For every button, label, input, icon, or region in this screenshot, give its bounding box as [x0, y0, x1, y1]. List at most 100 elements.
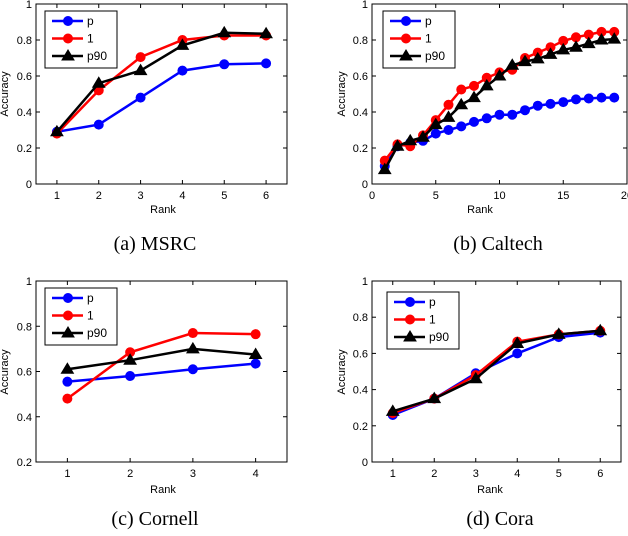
legend: p 1 p90 [44, 287, 118, 346]
y-tick-label: 1 [26, 0, 32, 11]
y-tick-label: 0 [362, 179, 368, 191]
series-line [67, 347, 256, 371]
legend-label: p [87, 291, 94, 305]
x-tick-label: 1 [64, 468, 70, 480]
data-point [427, 391, 442, 404]
legend-label: p90 [87, 49, 107, 63]
subplot-4: 1 2 3 4 5 6 0 0.2 0.4 0.6 0.8 1 Rank Accuracy p 1 p90 (d)… [336, 276, 622, 530]
x-tick-label: 0 [369, 190, 375, 202]
data-point [510, 336, 525, 348]
data-point [390, 139, 405, 151]
data-point [556, 42, 571, 55]
y-tick-label: 1 [26, 276, 32, 288]
legend-label: p [87, 14, 94, 28]
data-point [467, 90, 481, 103]
subplot-2: 0 5 10 15 20 0 0.2 0.4 0.6 0.8 1 Rank Accuracy p 1 p90 (… [336, 0, 628, 255]
y-tick-label: 1 [362, 0, 368, 11]
y-tick-label: 0 [362, 457, 368, 469]
data-point [385, 404, 400, 416]
data-point [377, 162, 392, 175]
legend-marker [61, 326, 75, 338]
data-point [581, 36, 596, 49]
legend-marker [63, 310, 73, 321]
data-point [123, 353, 138, 365]
data-point [125, 371, 136, 382]
legend-marker [401, 33, 411, 44]
y-tick-label: 0.6 [17, 367, 32, 379]
x-tick-label: 5 [221, 190, 227, 202]
series-line [56, 34, 267, 135]
data-point [187, 328, 198, 339]
data-point [543, 47, 558, 59]
data-point [175, 38, 190, 50]
legend-label: p90 [87, 326, 107, 340]
series-p90 [377, 32, 622, 175]
data-point [443, 99, 454, 110]
x-tick-label: 6 [263, 190, 269, 202]
data-point [479, 78, 494, 91]
legend-label: 1 [87, 32, 94, 46]
legend: p 1 p90 [386, 291, 460, 350]
data-point [91, 76, 106, 88]
data-point [217, 25, 232, 38]
x-axis-label: Rank [467, 204, 493, 216]
data-point [607, 32, 622, 44]
x-tick-label: 1 [54, 190, 60, 202]
data-point [62, 393, 73, 404]
y-tick-label: 0.2 [353, 421, 368, 433]
data-point [441, 110, 456, 122]
data-point [481, 113, 492, 124]
data-point [512, 348, 523, 359]
series-p90 [50, 25, 273, 137]
x-axis-label: Rank [150, 204, 176, 216]
data-point [518, 54, 532, 67]
data-point [219, 59, 230, 70]
data-point [594, 33, 609, 45]
series-line [66, 331, 256, 400]
data-point [571, 94, 581, 105]
data-point [558, 97, 569, 108]
series-p90 [60, 341, 263, 374]
data-point [545, 98, 556, 109]
series-line [55, 31, 267, 133]
x-tick-label: 15 [557, 190, 569, 202]
data-point [507, 109, 518, 120]
legend-label: 1 [87, 309, 94, 323]
y-tick-label: 0.4 [17, 412, 32, 424]
x-tick-label: 4 [514, 468, 520, 480]
data-point [609, 92, 620, 103]
data-point [428, 117, 443, 130]
series-p [62, 358, 261, 387]
subplot-caption: (d) Cora [466, 508, 533, 530]
data-point [569, 40, 583, 52]
data-point [135, 52, 146, 63]
data-point [93, 119, 104, 130]
data-point [443, 125, 454, 135]
y-tick-label: 0.2 [17, 143, 32, 155]
legend: p 1 p90 [44, 10, 118, 69]
subplot-caption: (c) Cornell [111, 508, 199, 530]
data-point [135, 92, 146, 103]
legend-marker [63, 293, 73, 303]
y-tick-label: 0.6 [353, 348, 368, 360]
x-axis-label: Rank [150, 484, 176, 496]
y-tick-label: 0.6 [353, 71, 368, 83]
y-tick-label: 0.8 [353, 312, 368, 324]
x-tick-label: 10 [493, 190, 505, 202]
data-point [248, 347, 263, 360]
data-point [177, 65, 188, 76]
x-tick-label: 20 [621, 190, 628, 202]
legend-label: p90 [425, 49, 445, 63]
data-point [520, 105, 530, 116]
y-tick-label: 0.4 [17, 107, 32, 119]
data-point [187, 364, 198, 375]
x-tick-label: 5 [433, 190, 439, 202]
data-point [430, 128, 441, 139]
x-tick-label: 4 [253, 468, 259, 480]
data-point [250, 329, 261, 340]
y-tick-label: 0.4 [353, 107, 368, 119]
x-tick-label: 6 [597, 468, 603, 480]
data-point [469, 116, 479, 127]
subplot-caption: (a) MSRC [114, 233, 197, 255]
